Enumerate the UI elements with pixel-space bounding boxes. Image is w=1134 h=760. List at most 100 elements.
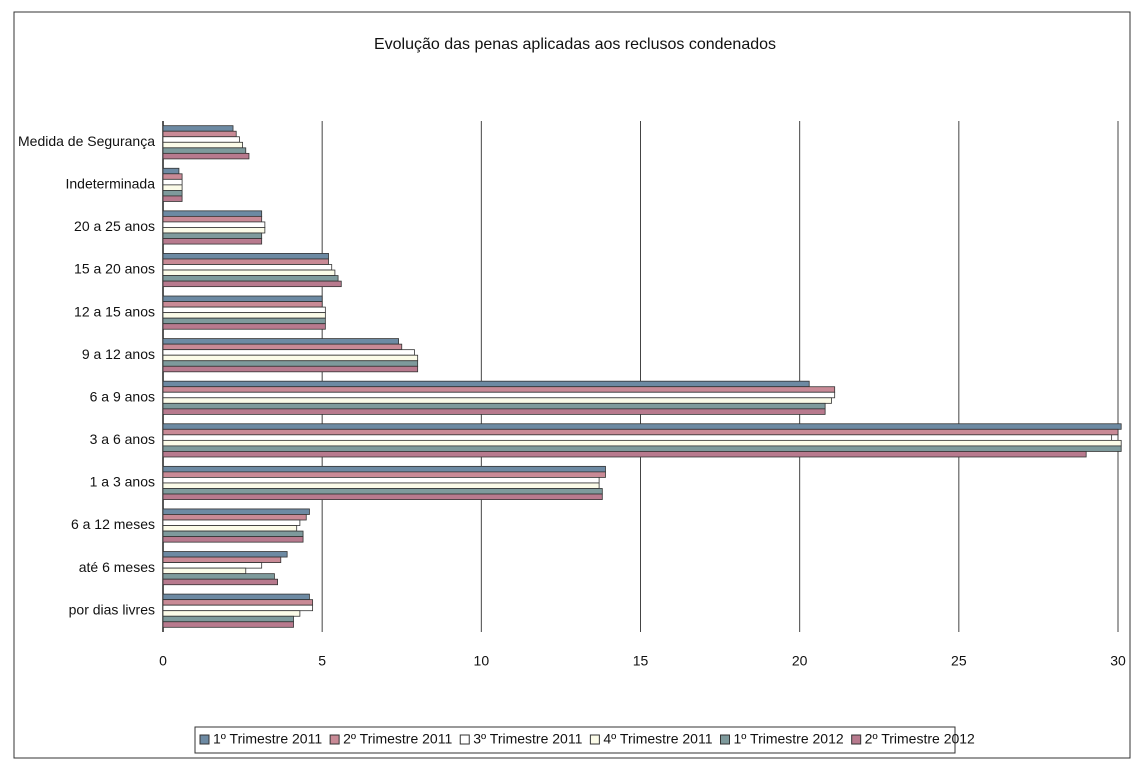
bar [162, 280, 342, 288]
bar [162, 514, 307, 521]
y-tick-label: até 6 meses [79, 559, 155, 575]
legend-swatch [459, 734, 470, 745]
bar [162, 567, 247, 575]
bar [162, 391, 836, 399]
bar [162, 525, 298, 532]
bar [162, 556, 282, 563]
bar [162, 178, 183, 186]
bar [162, 349, 415, 356]
bar [162, 195, 183, 202]
bar [162, 423, 1122, 430]
bar [162, 615, 294, 623]
legend-label: 1º Trimestre 2012 [734, 731, 844, 747]
legend-swatch [589, 734, 600, 745]
bar [162, 210, 263, 217]
y-tick-label: 9 a 12 anos [82, 346, 155, 362]
bar [162, 599, 314, 606]
x-tick-label: 15 [633, 653, 649, 669]
bar [162, 275, 339, 282]
y-tick-label: 15 a 20 anos [74, 261, 155, 277]
y-tick-label: 20 a 25 anos [74, 218, 155, 234]
x-tick-label: 25 [951, 653, 967, 669]
bar [162, 536, 304, 543]
frame [13, 11, 1131, 759]
y-tick-label: 1 a 3 anos [90, 474, 155, 490]
bar [162, 190, 183, 197]
bar [162, 439, 1122, 447]
bar [162, 253, 329, 260]
legend-label: 2º Trimestre 2012 [865, 731, 975, 747]
x-tick-label: 10 [474, 653, 490, 669]
x-tick-label: 30 [1110, 653, 1126, 669]
legend-label: 2º Trimestre 2011 [343, 731, 452, 747]
x-tick-label: 0 [159, 653, 167, 669]
bar [162, 519, 301, 526]
y-tick-label: Medida de Segurança [18, 133, 155, 149]
bar [162, 343, 403, 351]
bar [162, 167, 180, 175]
bar [162, 173, 183, 180]
legend-label: 4º Trimestre 2011 [603, 731, 712, 747]
bar [162, 451, 1087, 458]
bar [162, 386, 836, 393]
bar [162, 610, 301, 617]
bar [162, 593, 310, 601]
y-tick-label: por dias livres [69, 601, 155, 617]
bar [162, 184, 183, 191]
bar [162, 130, 237, 138]
bar [162, 264, 333, 271]
bar [162, 508, 310, 515]
bar [162, 306, 326, 314]
bar [162, 360, 419, 367]
bar [162, 573, 275, 580]
legend-label: 1º Trimestre 2011 [213, 731, 322, 747]
bar [162, 136, 240, 143]
bar [162, 465, 606, 473]
y-tick-label: 6 a 12 meses [71, 516, 155, 532]
bar [162, 493, 603, 500]
bar [162, 227, 266, 234]
bar [162, 323, 326, 330]
y-tick-label: 6 a 9 anos [90, 388, 155, 404]
y-tick-label: 3 a 6 anos [90, 431, 155, 447]
bar [162, 269, 336, 276]
chart-title: Evolução das penas aplicadas aos recluso… [374, 36, 776, 53]
bar [162, 402, 826, 410]
bar [162, 488, 603, 495]
bar [162, 530, 304, 538]
bar [162, 125, 234, 132]
bar [162, 397, 832, 404]
bar [162, 354, 419, 362]
bar [162, 147, 247, 154]
bar [162, 152, 250, 160]
bar [162, 338, 399, 345]
bar [162, 238, 263, 245]
bar [162, 621, 294, 628]
y-tick-label: Indeterminada [65, 176, 155, 192]
bar [162, 578, 278, 586]
legend-swatch [720, 734, 730, 745]
bar [162, 482, 600, 489]
legend-label: 3º Trimestre 2011 [473, 731, 582, 747]
legend-swatch [329, 734, 340, 745]
bar [162, 312, 326, 319]
bar [162, 258, 329, 265]
x-tick-label: 20 [792, 653, 808, 669]
bar [162, 477, 600, 484]
y-tick-label: 12 a 15 anos [74, 303, 155, 319]
bar [162, 434, 1113, 441]
bar [162, 221, 266, 228]
bar [162, 317, 326, 325]
bar [162, 295, 323, 302]
bar [162, 232, 263, 239]
bar [162, 365, 419, 373]
bar [162, 215, 263, 223]
legend-swatch [199, 734, 210, 745]
bar [162, 445, 1122, 452]
bar [162, 408, 826, 415]
bar [162, 380, 810, 388]
bar [162, 471, 606, 478]
bar [162, 562, 263, 569]
bar [162, 551, 288, 558]
